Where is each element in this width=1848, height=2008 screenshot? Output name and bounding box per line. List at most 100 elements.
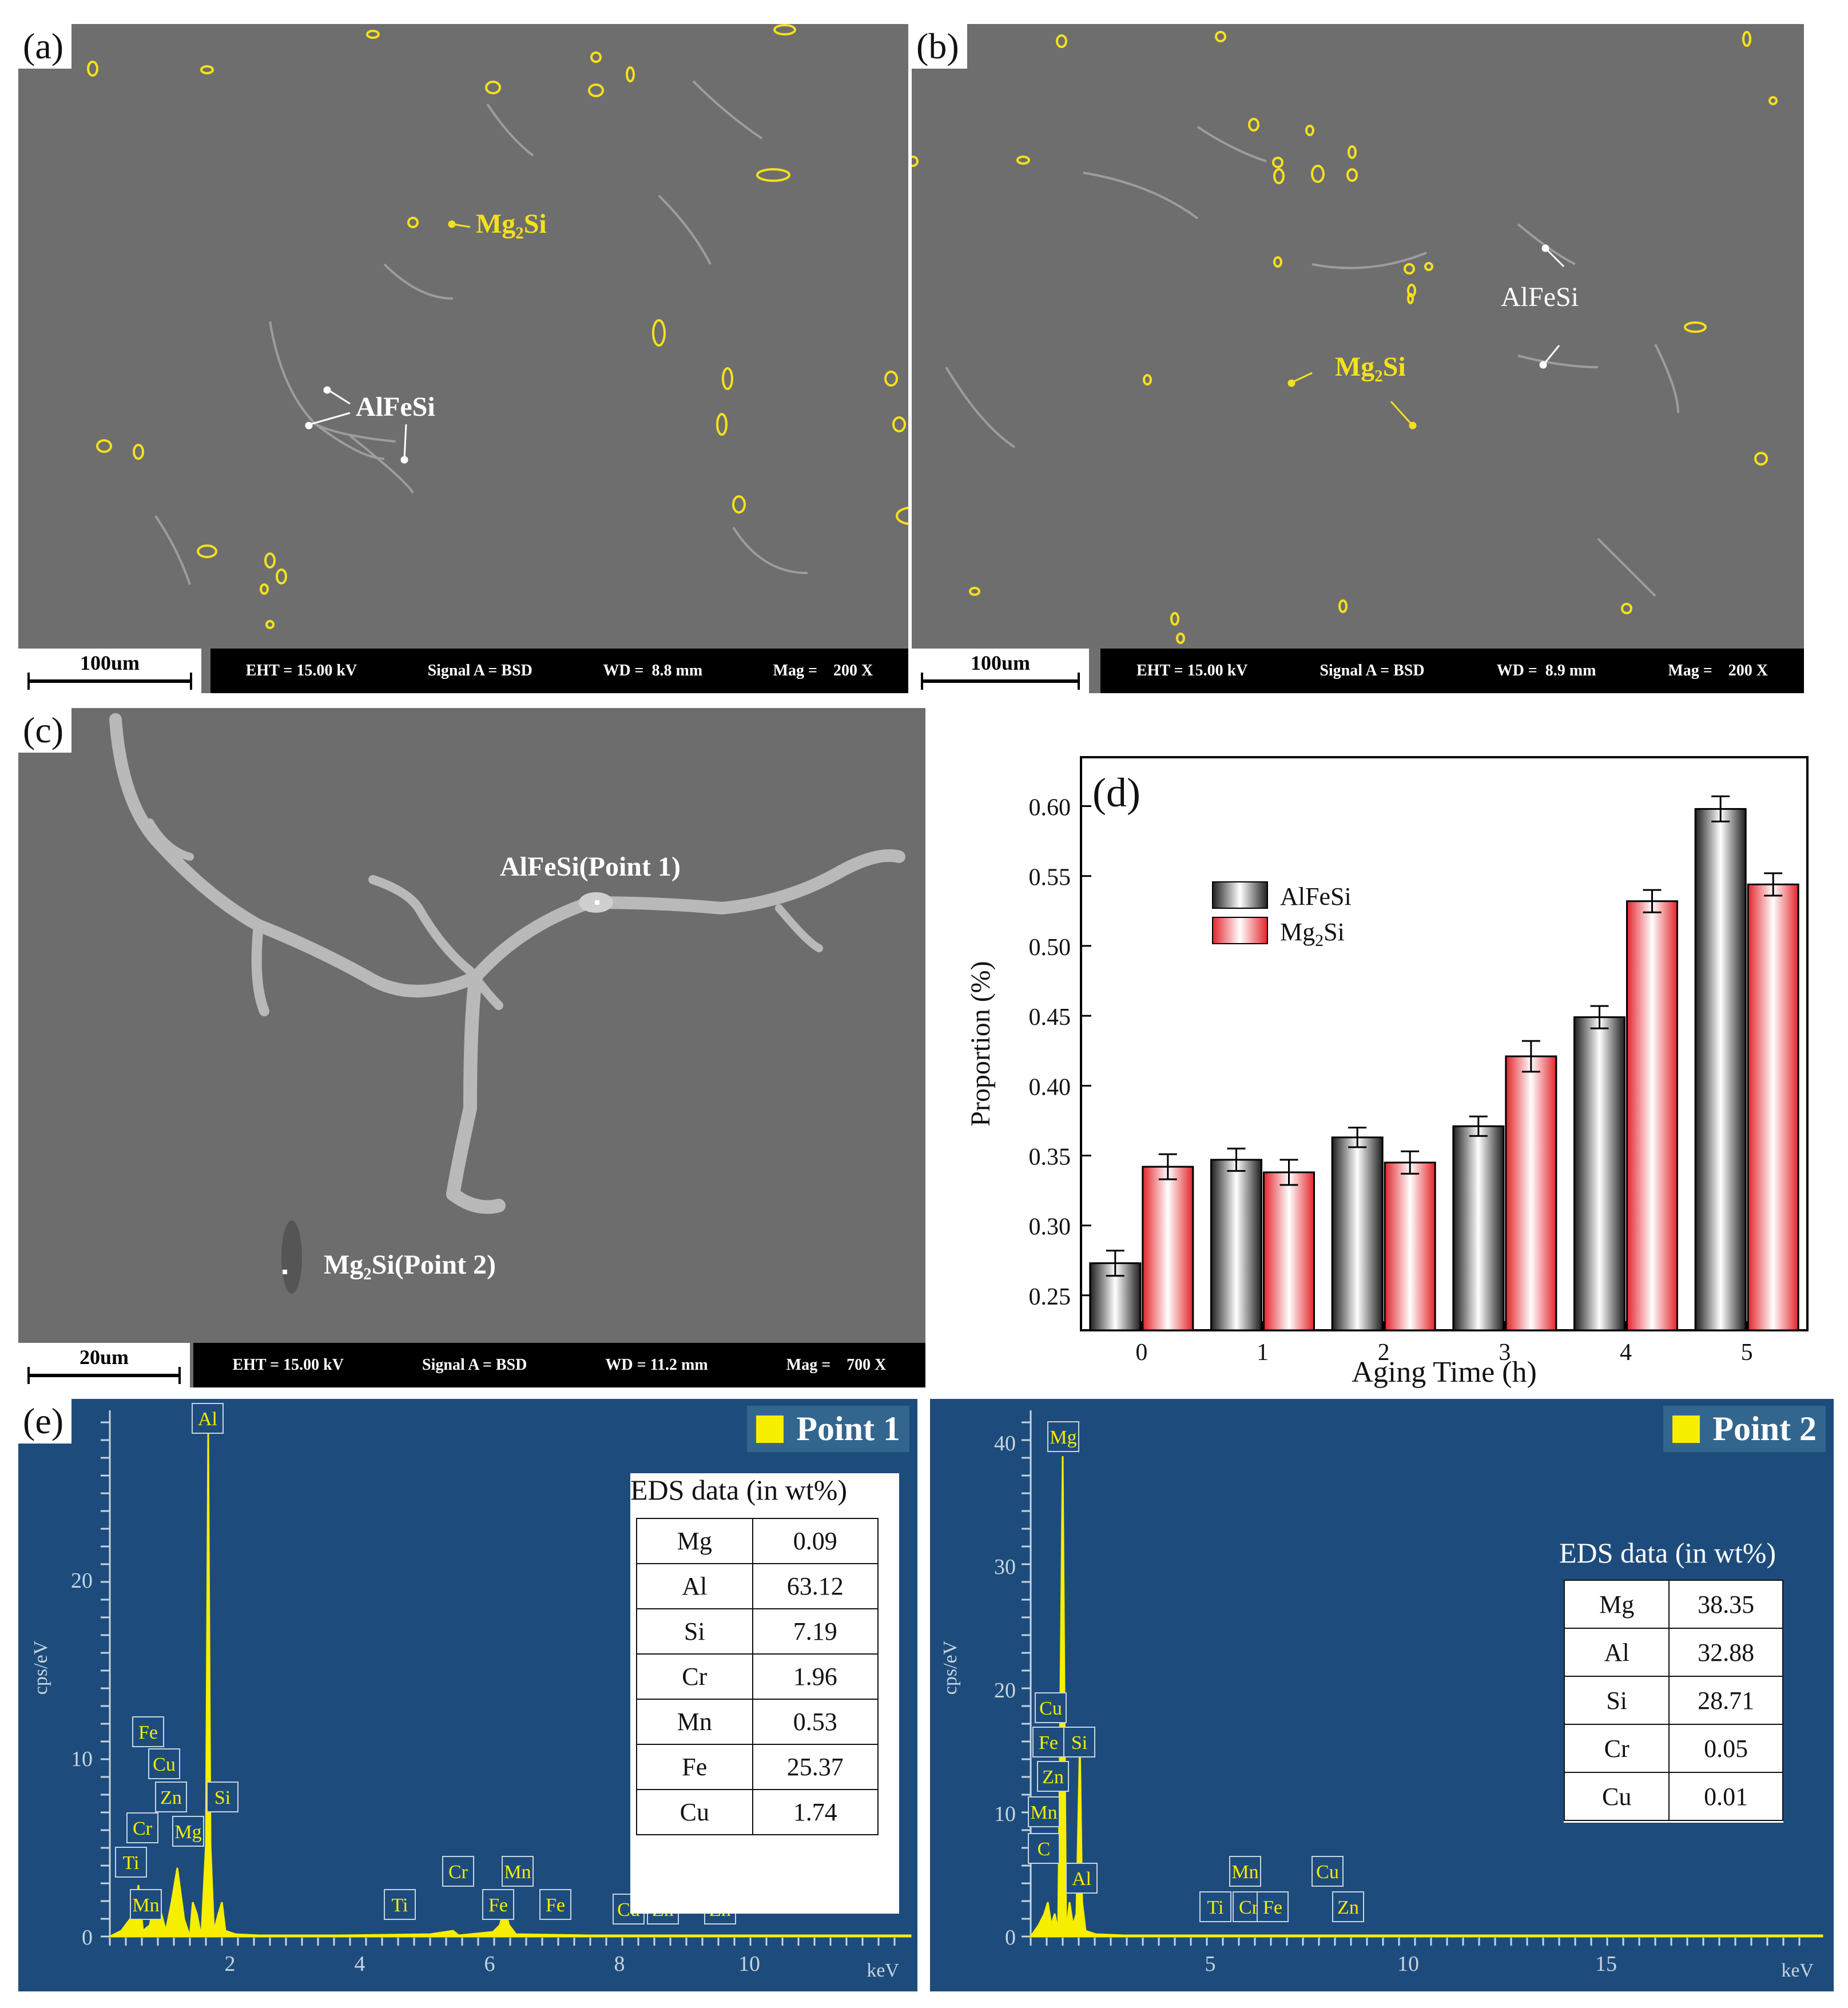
svg-text:Cu: Cu — [1039, 1698, 1062, 1719]
element-cell: Al — [1563, 1628, 1670, 1677]
peak-label: Si — [1063, 1727, 1095, 1758]
svg-text:Si: Si — [1071, 1732, 1087, 1753]
mag-value: Mag = 200 X — [1668, 662, 1768, 679]
y-tick-label: 0.45 — [1029, 1004, 1071, 1031]
sem-micrograph-c — [18, 708, 925, 1343]
element-cell: Si — [636, 1608, 753, 1655]
eds-table: Mg 38.35 Al 32.88 Si 28.71 Cr 0.05 Cu 0.01 — [1563, 1580, 1783, 1821]
mag-value: Mag = 700 X — [786, 1356, 887, 1374]
x-axis-unit: keV — [1781, 1960, 1814, 1981]
peak-label: Mg — [1047, 1421, 1079, 1452]
svg-text:Cu: Cu — [153, 1754, 176, 1775]
svg-text:Fe: Fe — [1263, 1897, 1282, 1918]
y-tick-20: 20 — [71, 1569, 93, 1593]
svg-text:Mn: Mn — [1231, 1862, 1258, 1883]
peak-label: Ti — [384, 1889, 416, 1920]
scale-bar-line — [921, 673, 1080, 690]
svg-text:Zn: Zn — [1042, 1767, 1064, 1788]
wt-cell: 0.01 — [1668, 1772, 1783, 1821]
error-bar — [1469, 1115, 1488, 1137]
bar-alfesi — [1694, 808, 1747, 1331]
y-tick-label: 0.35 — [1029, 1144, 1071, 1171]
eds-table-row: Cu 1.74 — [636, 1789, 879, 1835]
error-bar — [1401, 1150, 1420, 1175]
svg-text:C: C — [1038, 1839, 1051, 1860]
eds-table-row: Mg 38.35 — [1563, 1580, 1783, 1629]
signal-value: Signal A = BSD — [427, 662, 532, 679]
peak-label: Zn — [1332, 1891, 1364, 1922]
peak-label: Si — [206, 1782, 239, 1812]
wt-cell: 0.09 — [752, 1518, 879, 1564]
error-bar — [1279, 1159, 1298, 1186]
svg-text:Mn: Mn — [504, 1862, 531, 1883]
y-tick-10: 10 — [71, 1747, 93, 1771]
element-cell: Mg — [636, 1518, 753, 1564]
eds-table-row: Mg 0.09 — [636, 1518, 879, 1564]
y-axis-label: cps/eV — [940, 1640, 961, 1695]
legend-label-mg2si: Mg2Si — [1280, 918, 1345, 950]
peak-label: Mn — [1028, 1796, 1060, 1827]
wt-cell: 32.88 — [1668, 1628, 1783, 1677]
bar-mg2si — [1747, 883, 1799, 1331]
x-axis: 0 1 2 3 4 5 — [1135, 1321, 1753, 1366]
svg-text:Si: Si — [214, 1787, 230, 1808]
wt-cell: 63.12 — [752, 1563, 879, 1609]
eds-table-row: Si 7.19 — [636, 1608, 879, 1655]
legend-swatch-mg2si — [1212, 917, 1268, 944]
bar-mg2si — [1142, 1166, 1194, 1331]
eht-value: EHT = 15.00 kV — [1136, 662, 1248, 679]
y-tick-label: 0.50 — [1029, 935, 1071, 961]
wd-value: WD = 8.8 mm — [603, 662, 703, 679]
svg-text:Al: Al — [198, 1409, 217, 1430]
mag-value: Mag = 200 X — [773, 662, 873, 679]
y-tick-label: 0.30 — [1029, 1214, 1071, 1240]
legend-label-alfesi: AlFeSi — [1280, 882, 1352, 910]
point1-swatch — [756, 1415, 784, 1443]
x-tick-label: 0 — [1135, 1339, 1147, 1366]
svg-text:Fe: Fe — [488, 1895, 508, 1916]
x-tick-10: 10 — [1397, 1952, 1419, 1976]
y-tick-40: 40 — [994, 1432, 1016, 1456]
bar-alfesi — [1452, 1125, 1505, 1331]
sem-info-bar: EHT = 15.00 kV Signal A = BSD WD = 8.8 m… — [210, 649, 908, 693]
y-tick-20: 20 — [994, 1679, 1016, 1703]
sem-info-bar: EHT = 15.00 kV Signal A = BSD WD = 11.2 … — [193, 1343, 925, 1387]
error-bar — [1227, 1147, 1246, 1172]
legend: AlFeSi Mg2Si — [1212, 881, 1352, 950]
svg-text:Ti: Ti — [122, 1852, 139, 1874]
wt-cell: 28.71 — [1668, 1676, 1783, 1725]
error-bar — [1643, 889, 1662, 913]
x-axis-label: Aging Time (h) — [1352, 1356, 1537, 1389]
x-axis-unit: keV — [867, 1960, 899, 1981]
error-bar — [1521, 1040, 1540, 1073]
eds-table: Mg 0.09 Al 63.12 Si 7.19 Cr 1.96 Mn 0.53 Fe 25.37 Cu… — [636, 1518, 879, 1835]
bar-alfesi — [1331, 1136, 1384, 1331]
x-tick-label: 3 — [1499, 1339, 1511, 1366]
element-cell: Mn — [636, 1699, 753, 1745]
peak-label: Cr — [442, 1856, 474, 1887]
wt-cell: 0.05 — [1668, 1724, 1783, 1773]
eht-value: EHT = 15.00 kV — [245, 662, 357, 679]
svg-text:Mg: Mg — [174, 1822, 201, 1843]
x-tick-5: 5 — [1205, 1952, 1216, 1976]
element-cell: Mg — [1563, 1580, 1670, 1629]
element-cell: Cu — [636, 1789, 753, 1835]
element-cell: Cr — [1563, 1724, 1670, 1773]
peak-label: Fe — [1032, 1727, 1064, 1758]
peak-label: Cu — [1035, 1692, 1067, 1723]
eds-table-row: Al 63.12 — [636, 1563, 879, 1609]
error-bar — [1590, 1005, 1609, 1029]
eds-data-box: EDS data (in wt%) Mg 38.35 Al 32.88 Si 28.71 C… — [1559, 1536, 1820, 1868]
scale-bar-label: 100um — [970, 651, 1030, 674]
x-tick-label: 2 — [1378, 1339, 1390, 1366]
svg-text:Zn: Zn — [1337, 1897, 1359, 1918]
point1-legend: Point 1 — [747, 1406, 909, 1452]
svg-text:Zn: Zn — [160, 1787, 182, 1808]
panel-tag-a: (a) — [18, 24, 72, 69]
legend-swatch-alfesi — [1212, 881, 1268, 909]
sem-panel-c: (c) AlFeSi(Point 1) Mg₂Si(Point 2) 20um … — [18, 708, 925, 1387]
peak-label: Zn — [1037, 1761, 1069, 1792]
peak-label: Al — [1066, 1863, 1098, 1894]
